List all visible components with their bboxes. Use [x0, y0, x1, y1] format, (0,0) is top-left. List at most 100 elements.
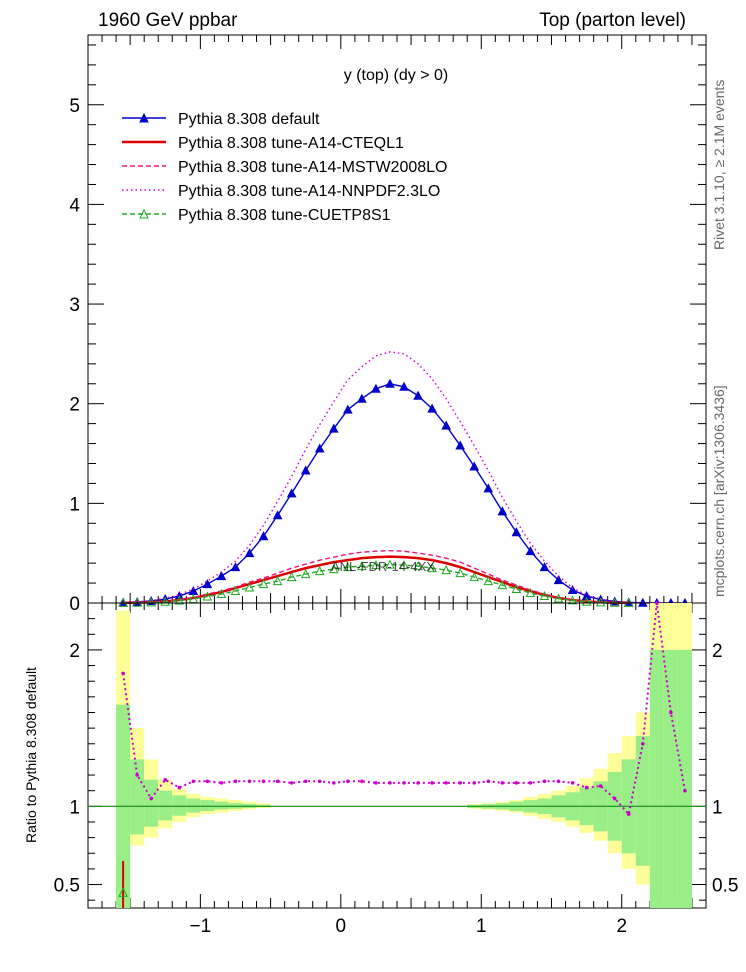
- legend-label: Pythia 8.308 tune-A14-MSTW2008LO: [178, 159, 447, 176]
- ratio-ylabel: Ratio to Pythia 8.308 default: [23, 667, 39, 843]
- ratio-point: [233, 779, 238, 784]
- series-marker: [427, 563, 437, 573]
- legend-label: Pythia 8.308 default: [178, 111, 320, 128]
- ratio-point: [584, 785, 589, 790]
- series-marker: [385, 559, 395, 569]
- overlay-label: ANL-FDR-14-4XX: [331, 559, 435, 574]
- series-marker: [343, 404, 353, 414]
- ratio-point: [472, 781, 477, 785]
- ratio-point: [500, 781, 505, 785]
- ratio-band-green: [200, 800, 215, 812]
- ratio-plot-area: −1 0 1 2 0.5 0.5 1 1 2 2 Ratio to Pythia 8.308 def…: [23, 601, 738, 937]
- series-marker: [525, 587, 536, 598]
- series-marker: [553, 593, 564, 603]
- ratio-xtick-label: −1: [190, 916, 212, 937]
- ratio-point: [374, 781, 378, 785]
- series-marker: [258, 531, 269, 541]
- series-line: [123, 549, 629, 604]
- series-marker: [258, 579, 269, 589]
- ratio-point: [289, 781, 294, 785]
- ratio-point: [163, 777, 168, 782]
- series-marker: [160, 596, 171, 606]
- series-marker: [469, 572, 480, 582]
- ratio-band-green: [649, 649, 664, 908]
- series-marker: [539, 562, 550, 572]
- ratio-ytick-label-left: 0.5: [54, 876, 80, 897]
- series-marker: [216, 588, 227, 599]
- series-marker: [272, 576, 283, 586]
- series-marker: [244, 582, 255, 592]
- ratio-point: [570, 781, 575, 785]
- series-marker: [595, 597, 606, 607]
- ratio-point: [360, 779, 364, 784]
- mcplots-info: mcplots.cern.ch [arXiv:1306.3436]: [711, 385, 727, 597]
- series-marker: [216, 571, 227, 581]
- series-marker: [441, 565, 451, 575]
- series-marker: [371, 383, 381, 393]
- ratio-point: [612, 796, 617, 801]
- ratio-band-green: [214, 801, 229, 810]
- ratio-point: [303, 779, 308, 784]
- ratio-point: [598, 784, 603, 788]
- ratio-point: [683, 788, 687, 793]
- series-marker: [202, 591, 213, 601]
- ratio-point: [444, 781, 448, 785]
- legend-label: Pythia 8.308 tune-A14-CTEQL1: [178, 135, 404, 152]
- ratio-point: [626, 812, 631, 816]
- series-marker: [455, 440, 466, 450]
- series-marker: [525, 546, 536, 556]
- series-marker: [230, 585, 241, 596]
- series-marker: [511, 527, 522, 537]
- series-marker: [300, 569, 311, 579]
- series-marker: [272, 510, 283, 520]
- series-marker: [567, 584, 578, 595]
- series-marker: [511, 583, 522, 594]
- left-title: 1960 GeV ppbar: [98, 10, 238, 31]
- series-marker: [357, 561, 367, 571]
- ratio-point: [458, 781, 463, 785]
- ratio-point: [416, 781, 420, 785]
- ratio-point: [514, 781, 519, 785]
- series-line: [123, 563, 629, 604]
- ratio-point: [261, 779, 266, 784]
- ratio-point: [219, 781, 224, 785]
- series-marker: [343, 562, 353, 572]
- series-marker: [314, 566, 325, 576]
- series-marker: [483, 483, 494, 493]
- series-marker: [202, 579, 213, 589]
- ratio-ytick-label-right: 1: [712, 797, 723, 818]
- ratio-ytick-label-left: 2: [69, 641, 80, 662]
- series-marker: [286, 572, 297, 582]
- ratio-point: [317, 779, 322, 784]
- series-marker: [581, 596, 592, 606]
- series-marker: [385, 378, 395, 388]
- legend-marker: [139, 208, 149, 219]
- ratio-ytick-label-left: 1: [69, 797, 80, 818]
- ratio-band-green: [677, 649, 692, 908]
- ratio-xtick-label: 2: [616, 916, 627, 937]
- ratio-point: [177, 785, 182, 790]
- ratio-band-green: [663, 649, 678, 908]
- main-ytick-label: 2: [69, 395, 80, 416]
- ratio-point: [402, 781, 406, 785]
- ratio-point: [655, 601, 659, 605]
- main-ytick-label: 4: [69, 195, 80, 216]
- ratio-point: [346, 779, 350, 784]
- series-marker: [399, 560, 409, 570]
- ratio-xtick-label: 0: [336, 916, 347, 937]
- ratio-point: [669, 710, 673, 715]
- series-marker: [146, 597, 157, 607]
- series-marker: [174, 595, 185, 605]
- main-ytick-label: 3: [69, 295, 80, 316]
- series-marker: [286, 488, 297, 498]
- series-marker: [413, 390, 423, 400]
- ratio-band-green: [158, 790, 173, 821]
- rivet-info: Rivet 3.1.10, ≥ 2.1M events: [711, 80, 727, 250]
- main-ytick-label: 0: [69, 594, 80, 615]
- ratio-point: [430, 781, 434, 785]
- series-marker: [553, 575, 564, 585]
- ratio-band-green: [635, 735, 650, 866]
- right-title: Top (parton level): [539, 10, 686, 31]
- ratio-point: [486, 779, 491, 784]
